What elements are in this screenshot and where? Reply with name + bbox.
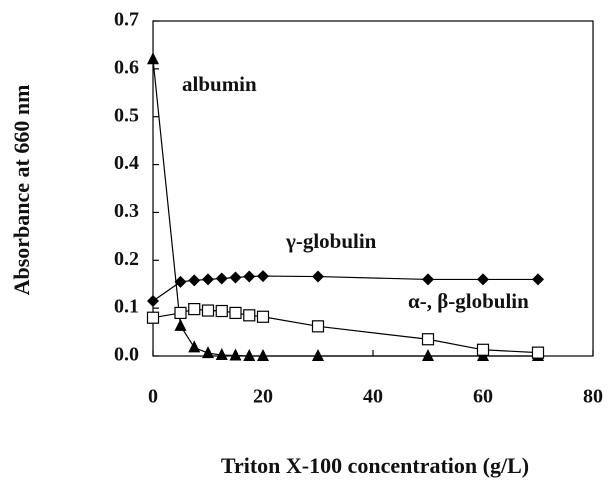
data-point (257, 349, 269, 361)
x-tick-label: 20 (253, 386, 273, 408)
data-point (229, 271, 242, 284)
y-tick-label: 0.3 (114, 200, 139, 222)
data-point (532, 273, 544, 286)
y-tick-label: 0.0 (114, 344, 139, 366)
data-point (477, 273, 489, 286)
series-line (152, 59, 538, 357)
data-point (229, 306, 242, 320)
series-annotation: albumin (182, 72, 257, 96)
y-tick-label: 0.5 (114, 104, 139, 126)
data-point (215, 304, 228, 318)
data-point (188, 303, 201, 316)
x-tick-label: 40 (363, 386, 383, 408)
data-point (146, 311, 160, 324)
data-point (215, 272, 228, 285)
x-tick-label: 80 (583, 386, 603, 408)
y-tick-label: 0.7 (114, 9, 139, 31)
y-tick-label: 0.6 (114, 56, 139, 78)
data-point (202, 346, 214, 359)
data-point (421, 333, 435, 346)
data-point (531, 346, 545, 359)
data-point (422, 273, 434, 286)
data-point (312, 349, 324, 361)
data-point (311, 320, 325, 333)
data-point (312, 270, 324, 283)
data-point (256, 310, 270, 323)
data-point (422, 349, 434, 361)
data-point (174, 275, 187, 288)
data-point (188, 340, 201, 353)
x-axis-label: Triton X-100 concentration (g/L) (221, 453, 529, 478)
data-point (201, 304, 215, 317)
data-point (202, 273, 214, 286)
data-point (188, 274, 201, 287)
x-tick-label: 0 (148, 386, 158, 408)
data-point (174, 318, 187, 331)
y-tick-label: 0.2 (114, 248, 139, 270)
data-point (147, 52, 159, 65)
series-annotation: α-, β-globulin (408, 289, 529, 313)
data-point (215, 348, 228, 361)
data-point (147, 294, 159, 307)
data-point (243, 309, 256, 322)
y-axis-label: Absorbance at 660 nm (9, 85, 34, 296)
series-annotation: γ-globulin (285, 229, 377, 253)
data-point (257, 270, 269, 283)
data-point (476, 343, 490, 356)
data-point (174, 306, 187, 320)
y-tick-label: 0.4 (114, 152, 139, 174)
data-point (243, 270, 256, 283)
data-point (243, 349, 256, 361)
x-tick-label: 60 (473, 386, 493, 408)
y-tick-label: 0.1 (114, 296, 139, 318)
data-point (229, 348, 242, 361)
